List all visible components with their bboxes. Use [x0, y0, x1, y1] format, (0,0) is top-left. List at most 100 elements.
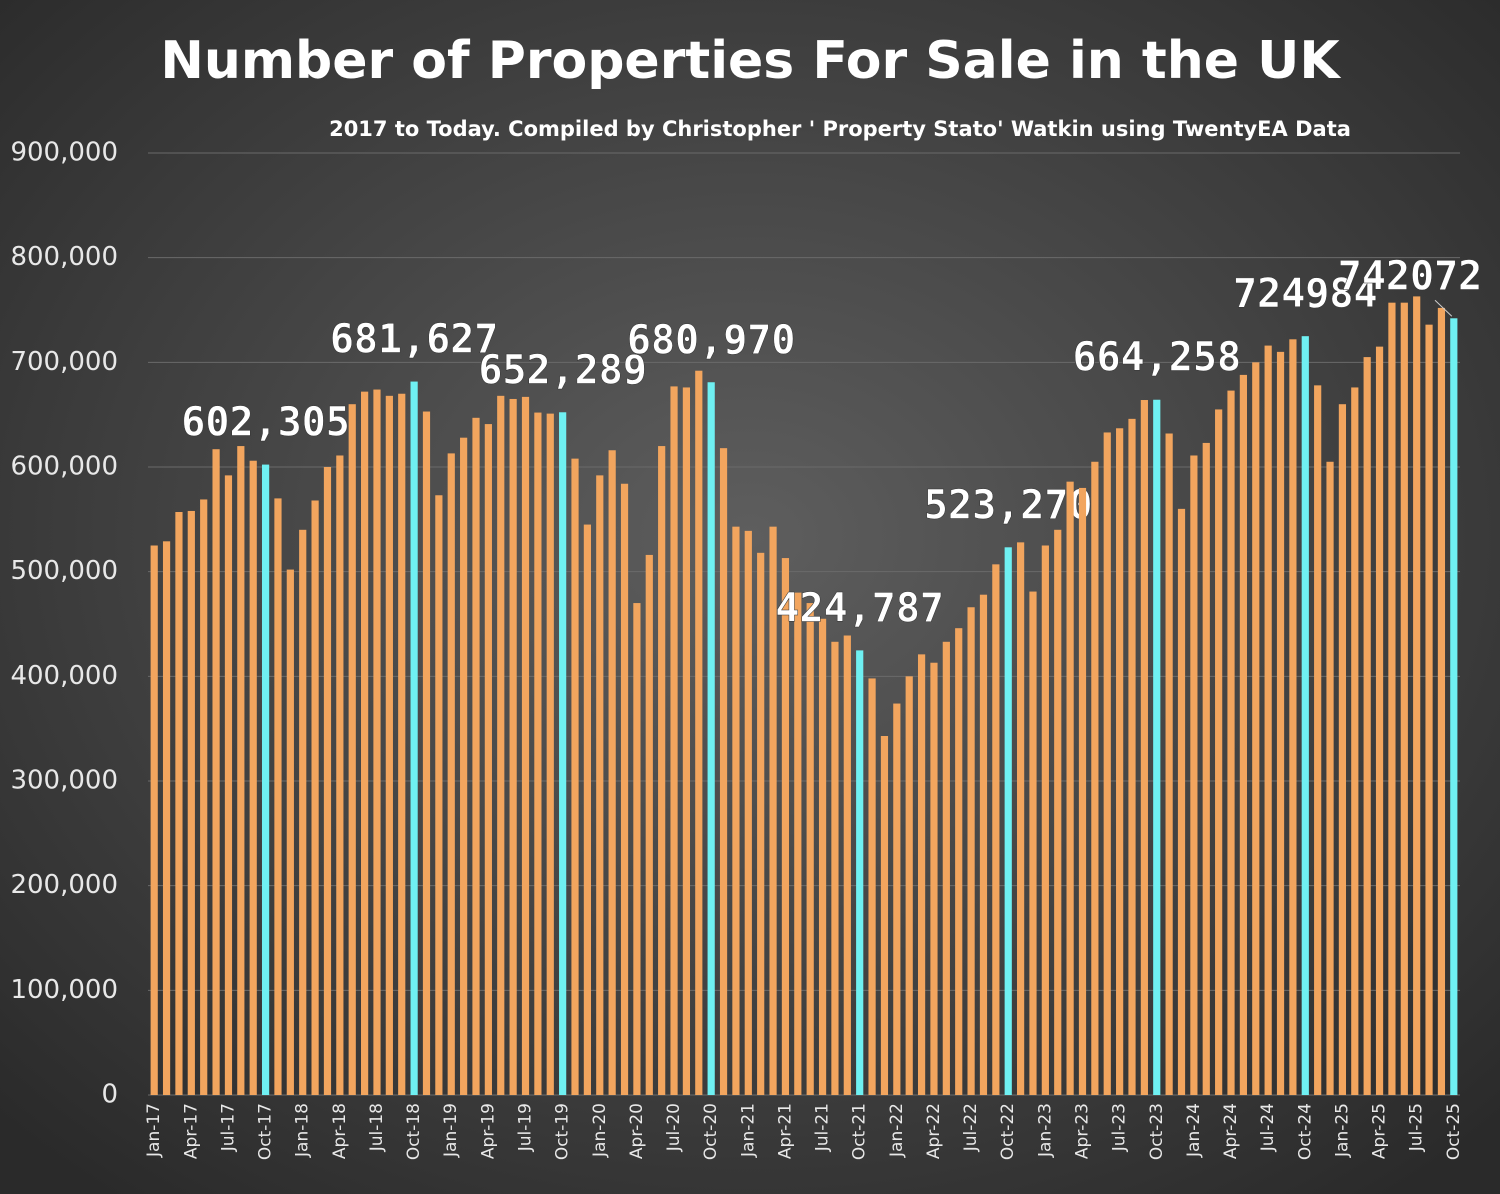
- bar: [162, 541, 171, 1095]
- bar: [237, 446, 245, 1096]
- bar: [1326, 461, 1334, 1095]
- bar: [1017, 542, 1025, 1095]
- chart-title: Number of Properties For Sale in the UK: [160, 31, 1341, 91]
- bar: [1425, 324, 1433, 1095]
- x-tick-label: Jul-20: [664, 1103, 684, 1152]
- bar: [447, 453, 455, 1096]
- value-label: 724984: [1233, 271, 1378, 317]
- y-tick-label: 100,000: [10, 975, 118, 1005]
- x-tick-label: Oct-18: [404, 1103, 424, 1160]
- bar: [818, 618, 827, 1095]
- bar: [1289, 339, 1297, 1096]
- bar: [175, 512, 183, 1095]
- bar: [1103, 432, 1111, 1096]
- x-tick-label: Jul-18: [367, 1103, 387, 1152]
- value-label: 680,970: [627, 317, 796, 363]
- y-tick-label: 700,000: [10, 347, 118, 377]
- bar: [620, 483, 629, 1095]
- bar: [1239, 374, 1247, 1096]
- x-tick-label: Apr-25: [1370, 1103, 1390, 1159]
- bar: [658, 446, 666, 1096]
- y-tick-label: 800,000: [10, 242, 118, 272]
- bar: [930, 662, 938, 1095]
- x-tick-label: Jan-18: [293, 1103, 313, 1158]
- x-tick-label: Apr-20: [627, 1103, 647, 1159]
- bar: [559, 412, 567, 1095]
- bar: [1264, 345, 1272, 1095]
- x-tick-label: Apr-17: [181, 1103, 201, 1159]
- x-tick-label: Jul-25: [1407, 1103, 1427, 1152]
- bar: [1252, 362, 1260, 1095]
- x-tick-label: Jul-17: [218, 1103, 238, 1152]
- bar: [719, 448, 728, 1095]
- bar: [831, 641, 839, 1095]
- bar: [1437, 307, 1446, 1095]
- bar: [274, 498, 282, 1095]
- bar: [484, 424, 492, 1095]
- bar: [1351, 387, 1359, 1095]
- x-tick-label: Jan-23: [1035, 1103, 1055, 1158]
- bar: [261, 464, 270, 1096]
- x-tick-label: Jul-22: [961, 1103, 981, 1152]
- bar: [868, 678, 876, 1095]
- x-tick-label: Jan-25: [1332, 1103, 1352, 1158]
- bar: [806, 603, 814, 1095]
- leader-line: [1434, 299, 1453, 317]
- x-tick-label: Jul-24: [1258, 1103, 1278, 1152]
- bar: [1375, 346, 1384, 1096]
- bar: [942, 641, 950, 1095]
- x-tick-label: Oct-22: [998, 1103, 1018, 1160]
- bar: [299, 529, 307, 1095]
- bar: [460, 437, 468, 1095]
- bar: [1363, 357, 1371, 1096]
- bar: [373, 389, 381, 1096]
- x-tick-label: Oct-24: [1295, 1103, 1315, 1160]
- value-label: 602,305: [181, 400, 350, 446]
- x-tick-label: Apr-24: [1221, 1103, 1241, 1159]
- bar: [1165, 433, 1173, 1095]
- x-tick-label: Apr-21: [775, 1103, 795, 1159]
- bar: [1029, 591, 1037, 1095]
- bar: [608, 450, 616, 1096]
- x-tick-label: Jan-22: [887, 1103, 907, 1158]
- bar: [732, 526, 740, 1095]
- bar: [1054, 529, 1062, 1095]
- y-tick-label: 900,000: [10, 138, 118, 168]
- bar: [150, 545, 158, 1095]
- bar: [917, 654, 926, 1095]
- bar: [398, 393, 406, 1095]
- x-tick-label: Apr-18: [330, 1103, 350, 1159]
- bar: [187, 510, 195, 1096]
- bar: [781, 558, 790, 1095]
- bar: [1078, 487, 1087, 1095]
- bar: [1227, 390, 1235, 1095]
- bar: [286, 569, 294, 1095]
- bar: [992, 564, 1000, 1095]
- bar: [583, 524, 591, 1095]
- bar: [856, 650, 864, 1095]
- bar: [521, 396, 530, 1096]
- bar: [670, 386, 678, 1095]
- y-tick-label: 400,000: [10, 661, 118, 691]
- bar: [212, 449, 220, 1095]
- x-tick-label: Jan-20: [590, 1103, 610, 1158]
- x-tick-label: Oct-17: [256, 1103, 276, 1160]
- bar: [1128, 418, 1136, 1095]
- x-tick-label: Jan-19: [441, 1103, 461, 1158]
- y-tick-label: 300,000: [10, 766, 118, 796]
- y-tick-label: 200,000: [10, 870, 118, 900]
- bar: [509, 398, 517, 1095]
- bar: [707, 382, 715, 1095]
- x-tick-label: Apr-23: [1072, 1103, 1092, 1159]
- bar: [1338, 404, 1347, 1095]
- bar: [534, 412, 542, 1095]
- bar: [422, 411, 431, 1095]
- bar: [336, 455, 344, 1095]
- bar: [1314, 385, 1322, 1095]
- bar: [1066, 481, 1074, 1095]
- bar: [1004, 547, 1012, 1095]
- bar: [1116, 428, 1124, 1096]
- bar: [695, 370, 703, 1095]
- value-label: 424,787: [775, 585, 944, 631]
- bar: [1190, 455, 1198, 1095]
